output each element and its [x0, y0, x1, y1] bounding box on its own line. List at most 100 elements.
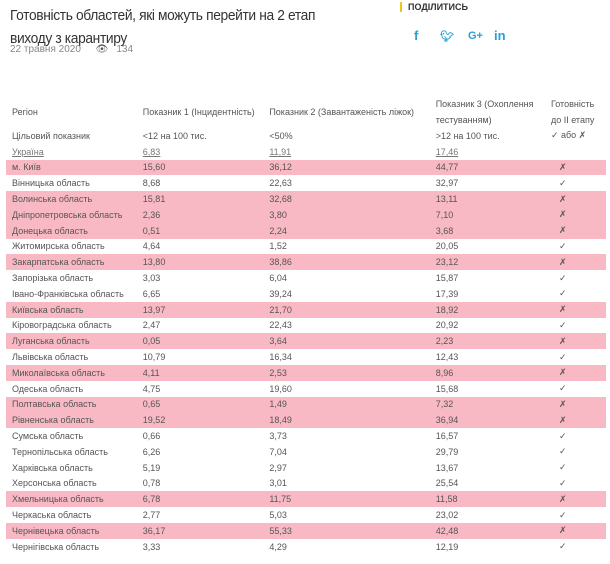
table-row: Одеська область 4,75 19,60 15,68 ✓ [6, 381, 606, 397]
target-row: Цільовий показник <12 на 100 тис. <50% >… [6, 128, 606, 144]
ukraine-2[interactable]: 11,91 [269, 146, 292, 157]
ukraine-row[interactable]: Україна 6,83 11,91 17,46 [6, 144, 606, 160]
cell-indicator-3: 25,54 [435, 478, 459, 489]
ukraine-1[interactable]: 6,83 [142, 146, 161, 157]
cell-readiness: ✗ [544, 159, 606, 176]
cell-indicator-2: 11,75 [263, 491, 430, 508]
google-plus-icon[interactable]: G+ [468, 30, 483, 42]
table-row: Сумська область 0,66 3,73 16,57 ✓ [6, 428, 606, 444]
cell-region: Вінницька область [12, 178, 90, 189]
cell-indicator-3: 8,96 [429, 364, 545, 381]
cell-indicator-2: 55,33 [263, 522, 430, 539]
cell-region: Дніпропетровська область [6, 206, 137, 223]
cell-readiness: ✓ [558, 272, 567, 283]
cell-indicator-3: 7,10 [429, 206, 545, 223]
table-row: Кіровоградська область 2,47 22,43 20,92 ✓ [6, 318, 606, 334]
cell-indicator-3: 18,92 [429, 301, 545, 318]
cell-region: Черкаська область [12, 510, 92, 521]
table-row: Луганська область 0,05 3,64 2,23 ✗ [6, 333, 606, 350]
header-indicator-1: Показник 1 (Інцидентність) [142, 107, 255, 117]
cell-indicator-3: 7,32 [429, 396, 545, 413]
cell-indicator-3: 23,12 [429, 254, 545, 271]
cell-indicator-1: 0,65 [136, 396, 264, 413]
cell-indicator-1: 6,78 [136, 491, 264, 508]
cell-indicator-1: 0,51 [136, 222, 264, 239]
table-row: Чернігівська область 3,33 4,29 12,19 ✓ [6, 539, 606, 555]
cell-region: Закарпатська область [6, 254, 137, 271]
cell-readiness: ✓ [558, 477, 567, 488]
cell-indicator-1: 4,11 [136, 364, 264, 381]
cell-region: Житомирська область [12, 241, 105, 252]
table-row: Закарпатська область 13,80 38,86 23,12 ✗ [6, 254, 606, 271]
cell-region: Херсонська область [12, 478, 97, 489]
cell-readiness: ✓ [558, 509, 567, 520]
cell-indicator-2: 7,04 [269, 446, 287, 457]
cell-indicator-2: 18,49 [263, 412, 430, 429]
cell-readiness: ✗ [544, 206, 606, 223]
table-row: Дніпропетровська область 2,36 3,80 7,10 ✗ [6, 206, 606, 223]
article-date: 22 травня 2020 [10, 44, 81, 55]
cell-readiness: ✓ [558, 351, 567, 362]
cell-region: Полтавська область [6, 396, 137, 413]
cell-indicator-3: 36,94 [429, 412, 545, 429]
cell-region: Миколаївська область [6, 364, 137, 381]
table-row: Донецька область 0,51 2,24 3,68 ✗ [6, 222, 606, 239]
cell-indicator-3: 13,11 [429, 191, 545, 207]
cell-indicator-1: 36,17 [136, 522, 264, 539]
cell-region: Івано-Франківська область [12, 288, 124, 299]
cell-indicator-3: 13,67 [435, 462, 459, 473]
table-row: Львівська область 10,79 16,34 12,43 ✓ [6, 349, 606, 365]
cell-readiness: ✗ [544, 333, 606, 350]
cell-indicator-3: 44,77 [429, 159, 545, 176]
cell-indicator-1: 8,68 [142, 178, 161, 189]
ukraine-3[interactable]: 17,46 [435, 146, 459, 157]
ukraine-link[interactable]: Україна [12, 146, 44, 157]
table-row: Івано-Франківська область 6,65 39,24 17,39 ✓ [6, 286, 606, 302]
twitter-icon[interactable]: 🐦︎ [440, 31, 454, 43]
cell-readiness: ✓ [558, 430, 567, 441]
cell-region: Одеська область [12, 383, 84, 394]
cell-indicator-1: 19,52 [136, 412, 264, 429]
facebook-icon[interactable]: f [414, 28, 419, 43]
cell-indicator-2: 4,29 [269, 541, 287, 552]
linkedin-icon[interactable]: in [494, 28, 506, 43]
cell-indicator-1: 2,47 [142, 320, 161, 331]
cell-indicator-3: 15,87 [435, 273, 459, 284]
cell-indicator-3: 15,68 [435, 383, 459, 394]
cell-indicator-2: 3,73 [269, 431, 287, 442]
cell-region: м. Київ [6, 159, 137, 176]
cell-region: Львівська область [12, 352, 89, 363]
cell-indicator-3: 2,23 [429, 333, 545, 350]
cell-indicator-1: 2,36 [136, 206, 264, 223]
cell-indicator-3: 12,43 [435, 352, 459, 363]
cell-indicator-1: 6,65 [142, 288, 161, 299]
target-2: <50% [269, 130, 293, 141]
cell-indicator-2: 3,64 [263, 333, 430, 350]
cell-indicator-3: 29,79 [435, 446, 459, 457]
cell-region: Волинська область [6, 191, 137, 207]
table-row: Запорізька область 3,03 6,04 15,87 ✓ [6, 270, 606, 286]
cell-indicator-1: 4,75 [142, 383, 161, 394]
cell-indicator-1: 0,78 [142, 478, 161, 489]
header-readiness: Готовність до ІІ етапу [550, 99, 595, 125]
cell-indicator-1: 10,79 [142, 352, 166, 363]
cell-readiness: ✗ [544, 364, 606, 381]
cell-indicator-3: 42,48 [429, 522, 545, 539]
share-label: ПОДІЛИТИСЬ [400, 2, 468, 12]
view-count: 134 [116, 44, 134, 55]
table-row: Тернопільська область 6,26 7,04 29,79 ✓ [6, 444, 606, 460]
cell-indicator-3: 23,02 [435, 510, 459, 521]
cell-indicator-2: 16,34 [269, 352, 292, 363]
cell-readiness: ✗ [544, 491, 606, 508]
cell-indicator-3: 11,58 [429, 491, 545, 508]
article-title: Готовність областей, які можуть перейти … [10, 7, 316, 47]
cell-region: Запорізька область [12, 273, 94, 284]
cell-readiness: ✗ [544, 522, 606, 539]
cell-indicator-2: 1,49 [263, 396, 430, 413]
cell-indicator-1: 15,81 [136, 191, 264, 207]
cell-indicator-2: 1,52 [269, 241, 287, 252]
cell-region: Луганська область [6, 333, 137, 350]
cell-indicator-1: 3,33 [142, 541, 161, 552]
table-row: Черкаська область 2,77 5,03 23,02 ✓ [6, 507, 606, 523]
cell-indicator-1: 0,05 [136, 333, 264, 350]
